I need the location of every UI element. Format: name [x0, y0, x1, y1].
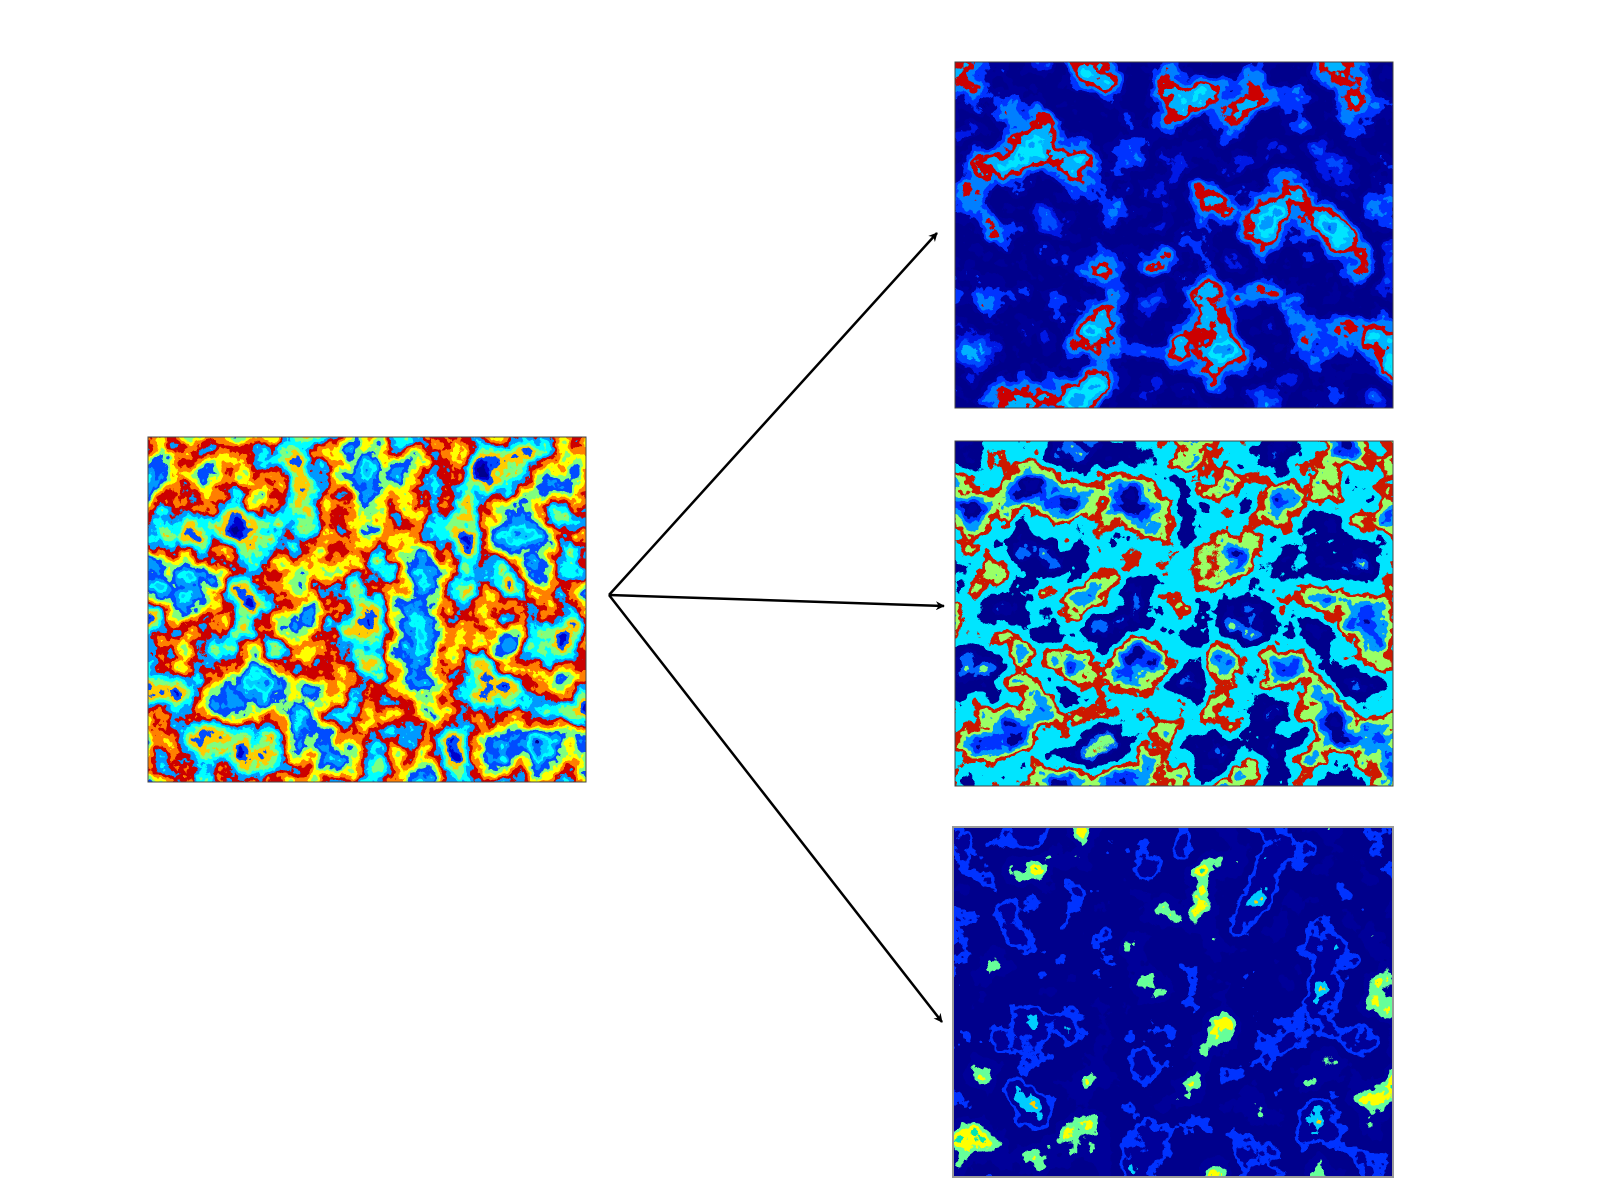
heatmap	[148, 437, 586, 782]
heatmap	[955, 441, 1393, 786]
frame	[954, 61, 1394, 409]
heatmap	[955, 62, 1393, 408]
source-image	[147, 436, 587, 783]
arrows	[608, 232, 945, 1023]
frame	[954, 440, 1394, 787]
frame	[147, 436, 587, 783]
arrow	[608, 232, 938, 596]
heatmap	[953, 827, 1393, 1177]
arrow	[608, 594, 943, 1023]
arrow	[608, 593, 945, 611]
frame	[952, 826, 1394, 1178]
result-image-3	[952, 826, 1394, 1178]
result-image-2	[954, 440, 1394, 787]
result-image-1	[954, 61, 1394, 409]
